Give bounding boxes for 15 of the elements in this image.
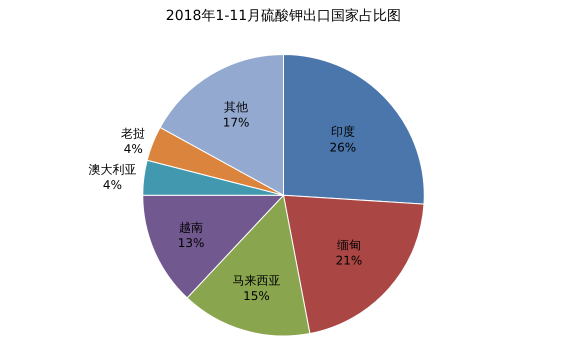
chart-title: 2018年1-11月硫酸钾出口国家占比图 — [166, 8, 402, 24]
data-label: 4% — [124, 142, 143, 156]
slice-label: 越南 — [179, 220, 204, 234]
data-label: 17% — [222, 116, 250, 130]
data-label: 13% — [178, 236, 204, 250]
slice-label: 印度 — [330, 124, 355, 139]
data-label: 15% — [243, 289, 270, 304]
slice-label: 澳大利亚 — [88, 162, 136, 177]
slice-label: 缅甸 — [336, 238, 361, 252]
slice-label: 老挝 — [121, 126, 146, 141]
slice-label: 其他 — [224, 100, 248, 114]
data-label: 26% — [330, 140, 356, 154]
data-label: 4% — [102, 178, 122, 192]
slice-label: 马来西亚 — [232, 273, 280, 288]
data-label: 21% — [336, 254, 362, 268]
